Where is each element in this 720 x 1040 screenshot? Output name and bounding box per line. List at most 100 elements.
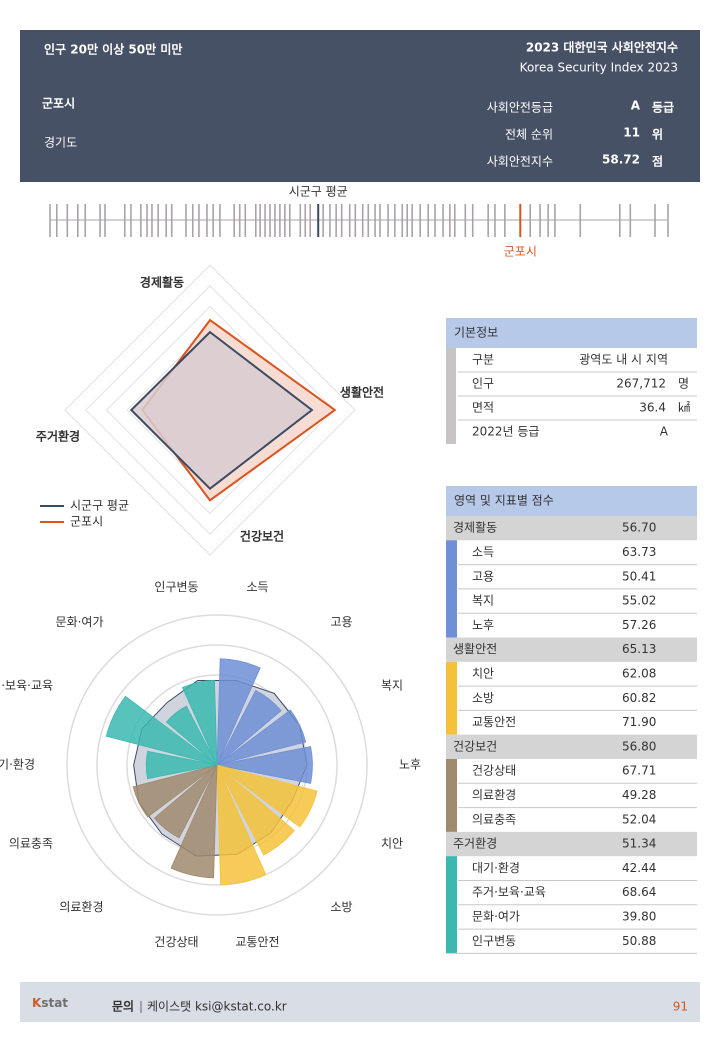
polar-label: 대기·환경 — [0, 758, 35, 772]
stat-label: 사회안전등급 — [487, 101, 553, 115]
info-value: 36.4 — [639, 401, 666, 415]
indicator-name: 교통안전 — [472, 715, 516, 729]
indicator-name: 주거·보육·교육 — [472, 885, 546, 899]
group-row-bg — [446, 734, 697, 759]
polar-bar — [216, 764, 295, 856]
polar-bar — [216, 746, 313, 784]
indicator-name: 고용 — [472, 569, 494, 583]
polar-bar — [165, 705, 218, 766]
radar-axis-label: 건강보건 — [240, 529, 284, 544]
info-label: 인구 — [472, 377, 494, 391]
header-bg — [20, 30, 700, 182]
table-title: 기본정보 — [454, 326, 498, 340]
radar-grid — [85, 285, 335, 535]
group-strip — [446, 661, 457, 735]
indicator-name: 건강상태 — [472, 764, 516, 778]
radar-axis-label: 주거환경 — [36, 429, 80, 444]
polar-label: 교통안전 — [235, 935, 279, 949]
logo-k: K — [32, 996, 42, 1010]
indicator-score: 60.82 — [622, 691, 656, 705]
row-strip — [446, 348, 456, 444]
report-subtitle: Korea Security Index 2023 — [520, 61, 678, 75]
group-label: 인구 20만 이상 50만 미만 — [44, 42, 182, 57]
polar-label: 의료충족 — [9, 836, 53, 850]
info-label: 2022년 등급 — [472, 425, 539, 439]
stat-unit: 점 — [652, 154, 663, 169]
stat-unit: 등급 — [652, 101, 674, 115]
stat-unit: 위 — [652, 128, 663, 142]
indicator-score: 50.88 — [622, 934, 656, 948]
group-strip — [446, 759, 457, 832]
legend-label: 군포시 — [70, 515, 103, 529]
logo-rest: stat — [41, 996, 68, 1010]
legend-label: 시군구 평균 — [70, 499, 129, 513]
group-strip — [446, 856, 457, 954]
table-title: 영역 및 지표별 점수 — [454, 494, 554, 508]
indicator-score: 57.26 — [622, 618, 656, 632]
polar-bar — [170, 764, 218, 879]
group-score: 56.70 — [622, 521, 656, 535]
indicator-name: 노후 — [472, 618, 494, 632]
indicator-score: 50.41 — [622, 569, 656, 583]
indicator-name: 복지 — [472, 594, 494, 608]
polar-bar — [216, 764, 318, 828]
polar-label: 노후 — [399, 758, 421, 772]
indicator-name: 문화·여가 — [472, 909, 520, 923]
indicator-score: 62.08 — [622, 666, 656, 680]
polar-label: 복지 — [381, 679, 403, 693]
indicator-score: 71.90 — [622, 715, 656, 729]
group-name: 건강보건 — [453, 739, 497, 753]
stat-value: A — [631, 99, 641, 113]
radar-area — [129, 330, 314, 491]
polar-bar — [145, 750, 218, 780]
indicator-name: 의료환경 — [472, 788, 516, 802]
average-label: 시군구 평균 — [289, 185, 348, 199]
stat-label: 전체 순위 — [505, 128, 553, 142]
polar-label: 의료환경 — [59, 900, 103, 914]
indicator-score: 63.73 — [622, 545, 656, 559]
stat-value: 11 — [623, 126, 640, 140]
info-unit: ㎢ — [678, 401, 690, 415]
group-score: 51.34 — [622, 837, 656, 851]
indicator-name: 소득 — [472, 545, 494, 559]
page-number: 91 — [673, 1000, 688, 1014]
group-row-bg — [446, 831, 697, 857]
indicator-score: 55.02 — [622, 594, 656, 608]
indicator-score: 52.04 — [622, 812, 656, 826]
polar-label: 문화·여가 — [56, 615, 104, 629]
footer-bg — [20, 982, 700, 1022]
stat-label: 사회안전지수 — [487, 155, 553, 169]
polar-bar — [216, 658, 261, 766]
report-title: 2023 대한민국 사회안전지수 — [526, 40, 678, 55]
indicator-name: 치안 — [472, 666, 494, 680]
polar-label: 주거·보육·교육 — [0, 679, 53, 693]
info-value: 267,712 — [616, 377, 666, 391]
polar-bar — [216, 764, 267, 886]
polar-label: 인구변동 — [154, 580, 198, 594]
contact-label: 문의 — [112, 999, 134, 1014]
group-strip — [446, 540, 457, 638]
polar-bar — [132, 764, 218, 818]
polar-label: 건강상태 — [154, 935, 198, 949]
polar-label: 소득 — [246, 580, 268, 594]
group-score: 56.80 — [622, 739, 656, 753]
radar-axis-label: 생활안전 — [340, 385, 384, 400]
indicator-score: 39.80 — [622, 909, 656, 923]
radar-axis-label: 경제활동 — [140, 275, 184, 290]
group-row-bg — [446, 637, 697, 662]
city-name: 군포시 — [42, 97, 75, 111]
info-value: A — [660, 425, 669, 439]
polar-bar — [153, 764, 218, 839]
group-row-bg — [446, 516, 697, 541]
info-label: 면적 — [472, 401, 494, 415]
info-unit: 명 — [678, 377, 689, 391]
group-name: 주거환경 — [453, 837, 497, 851]
polar-grid — [66, 614, 368, 916]
stat-value: 58.72 — [602, 153, 640, 167]
radar-grid — [64, 264, 356, 556]
logo: Kstat — [32, 996, 68, 1010]
contact: 케이스탯 ksi@kstat.co.kr — [147, 1000, 287, 1014]
polar-label: 소방 — [330, 900, 352, 914]
info-label: 구분 — [472, 353, 494, 367]
